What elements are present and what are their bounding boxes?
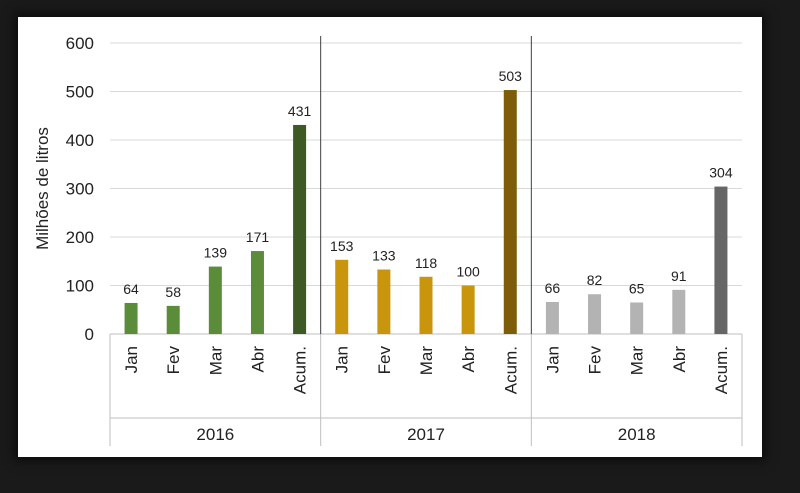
x-tick-label: Mar bbox=[628, 346, 647, 376]
group-label: 2016 bbox=[196, 425, 234, 444]
y-tick-label: 600 bbox=[66, 34, 94, 53]
bar bbox=[461, 285, 475, 334]
data-label: 66 bbox=[545, 280, 561, 296]
data-label: 118 bbox=[415, 255, 438, 271]
x-tick-label: Jan bbox=[543, 346, 562, 373]
bar bbox=[166, 305, 180, 334]
x-tick-label: Mar bbox=[206, 346, 225, 376]
y-tick-label: 0 bbox=[85, 325, 94, 344]
x-tick-label: Fev bbox=[375, 346, 394, 375]
data-label: 91 bbox=[671, 268, 687, 284]
bar bbox=[630, 302, 644, 334]
data-label: 153 bbox=[330, 238, 354, 254]
y-tick-label: 500 bbox=[66, 83, 94, 102]
data-label: 58 bbox=[165, 284, 181, 300]
data-label: 65 bbox=[629, 280, 645, 296]
y-tick-label: 200 bbox=[66, 228, 94, 247]
bar bbox=[293, 124, 307, 334]
x-tick-label: Jan bbox=[333, 346, 352, 373]
y-tick-label: 400 bbox=[66, 131, 94, 150]
data-label: 503 bbox=[499, 68, 523, 84]
bar bbox=[335, 259, 349, 334]
bar bbox=[672, 289, 686, 334]
y-tick-label: 100 bbox=[66, 277, 94, 296]
bar bbox=[208, 266, 222, 334]
data-label: 139 bbox=[204, 245, 228, 261]
bar bbox=[503, 90, 517, 334]
data-label: 431 bbox=[288, 103, 312, 119]
data-label: 304 bbox=[709, 165, 733, 181]
bar bbox=[377, 269, 391, 334]
x-tick-label: Fev bbox=[586, 346, 605, 375]
x-tick-label: Acum. bbox=[501, 346, 520, 394]
y-tick-label: 300 bbox=[66, 180, 94, 199]
x-tick-label: Acum. bbox=[291, 346, 310, 394]
bar bbox=[124, 302, 138, 334]
x-tick-label: Abr bbox=[670, 346, 689, 373]
bar bbox=[588, 294, 602, 334]
bar bbox=[545, 301, 559, 334]
x-tick-label: Abr bbox=[248, 346, 267, 373]
data-label: 64 bbox=[123, 281, 139, 297]
group-label: 2018 bbox=[618, 425, 656, 444]
x-tick-label: Jan bbox=[122, 346, 141, 373]
y-axis-label: Milhões de litros bbox=[33, 127, 52, 250]
data-label: 133 bbox=[372, 247, 396, 263]
bar bbox=[250, 251, 264, 334]
x-tick-label: Abr bbox=[459, 346, 478, 373]
x-tick-label: Acum. bbox=[712, 346, 731, 394]
data-label: 82 bbox=[587, 272, 603, 288]
x-tick-label: Mar bbox=[417, 346, 436, 376]
data-label: 100 bbox=[456, 264, 480, 280]
group-label: 2017 bbox=[407, 425, 445, 444]
bar bbox=[714, 186, 728, 334]
bar bbox=[419, 276, 433, 334]
data-label: 171 bbox=[246, 229, 270, 245]
x-tick-label: Fev bbox=[164, 346, 183, 375]
